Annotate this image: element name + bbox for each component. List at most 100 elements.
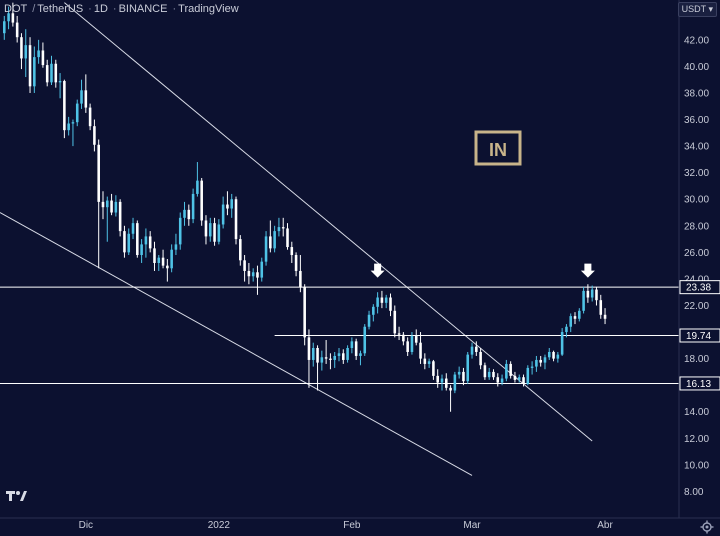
candle: [479, 347, 482, 370]
time-axis[interactable]: Dic 2022 Feb Mar Abr: [79, 520, 614, 531]
candle: [432, 359, 435, 380]
candle: [565, 324, 568, 338]
candle-body: [543, 357, 547, 363]
candle-body: [97, 144, 100, 202]
candle: [556, 351, 560, 363]
price-tick-label: 42.00: [684, 35, 709, 46]
candle: [337, 347, 341, 362]
candle-body: [260, 261, 264, 278]
gear-icon[interactable]: [700, 520, 714, 534]
candle-body: [221, 204, 225, 225]
candle: [191, 188, 195, 224]
candle-body: [547, 351, 551, 358]
candle: [449, 385, 452, 412]
candle: [543, 354, 547, 370]
candle-body: [123, 231, 126, 253]
candle: [221, 196, 225, 229]
candle-body: [136, 223, 139, 256]
candle: [342, 349, 345, 364]
candle: [58, 73, 62, 99]
candle: [256, 265, 259, 295]
candle: [346, 345, 349, 363]
candle-body: [414, 336, 418, 343]
candle-body: [204, 220, 208, 237]
candle: [547, 347, 551, 360]
candle-body: [281, 227, 285, 229]
candle: [299, 255, 302, 293]
candle: [88, 103, 92, 131]
price-tick-label: 30.00: [684, 195, 709, 206]
price-tick-label: 8.00: [684, 487, 704, 498]
candle: [530, 361, 534, 375]
candle-body: [20, 37, 23, 59]
candle-body: [603, 314, 607, 319]
candle: [367, 310, 371, 330]
candle-body: [578, 310, 581, 319]
candle-body: [71, 122, 75, 124]
candle-body: [509, 363, 512, 376]
candle: [329, 353, 332, 370]
candle-body: [101, 201, 105, 208]
candle: [505, 359, 508, 382]
candle-body: [166, 265, 169, 269]
time-tick-label: Mar: [463, 520, 481, 531]
candle-body: [200, 180, 203, 221]
candle: [466, 351, 470, 384]
candle: [234, 196, 238, 245]
brand-watermark: IN: [474, 130, 522, 166]
candle: [475, 341, 478, 356]
candle: [3, 15, 6, 40]
pair-name: TetherUS: [37, 3, 84, 15]
trendline[interactable]: [0, 212, 473, 476]
candle: [470, 342, 474, 359]
candle: [578, 308, 581, 322]
candle-body: [303, 286, 306, 338]
candle-body: [376, 297, 379, 307]
candle-body: [475, 346, 478, 352]
candle: [457, 366, 461, 379]
price-tick-label: 32.00: [684, 168, 709, 179]
trendline[interactable]: [64, 2, 593, 442]
candle: [166, 259, 169, 282]
candle: [196, 162, 199, 197]
candle: [560, 328, 564, 356]
level-label-box: [679, 376, 720, 391]
candle-body: [157, 257, 161, 263]
candle: [208, 217, 212, 242]
candle-body: [505, 363, 508, 379]
candle-body: [402, 334, 405, 342]
candle-body: [178, 217, 182, 245]
candle: [590, 285, 594, 302]
price-tick-label: 22.00: [684, 301, 709, 312]
candle: [71, 119, 75, 147]
candle-body: [118, 201, 122, 232]
candle-body: [286, 228, 289, 248]
candle: [281, 217, 285, 237]
quote-currency-button[interactable]: USDT ▾: [677, 2, 717, 17]
candle-body: [213, 223, 216, 242]
candle: [453, 371, 457, 394]
brand-frame: [474, 130, 522, 166]
candle-body: [114, 201, 118, 213]
legend-dot: ·: [112, 3, 117, 15]
candle-body: [393, 310, 397, 334]
tradingview-logo-icon[interactable]: [6, 488, 28, 504]
candle: [350, 337, 354, 354]
price-tick-label: 18.00: [684, 354, 709, 365]
level-label-text: 16.13: [686, 379, 711, 390]
candle: [586, 284, 590, 303]
symbol-separator: /: [32, 3, 36, 15]
candle-body: [277, 227, 281, 232]
price-axis-background[interactable]: [679, 0, 720, 518]
symbol-name[interactable]: DOT: [4, 3, 28, 15]
candle: [372, 304, 375, 322]
candle-body: [586, 290, 590, 298]
candle: [354, 338, 358, 360]
candle: [54, 59, 58, 88]
candle: [93, 119, 96, 152]
platform-label: TradingView: [178, 3, 239, 15]
candle: [114, 195, 118, 217]
interval-label[interactable]: 1D: [93, 3, 108, 15]
